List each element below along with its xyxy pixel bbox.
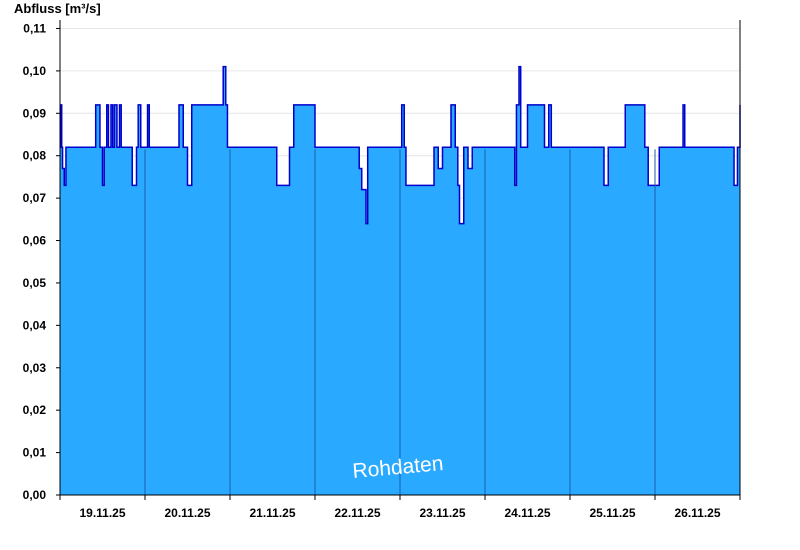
y-tick-label-4: 0,04 [23,318,47,332]
y-ticks: 0,00 0,01 0,02 0,03 0,04 0,05 0,06 0,07 0,08 0,09… [23,21,60,502]
discharge-line [60,65,741,225]
y-tick-label-7: 0,07 [23,191,47,205]
y-tick-label-0: 0,00 [23,488,47,502]
y-axis-title: Abfluss [m³/s] [14,1,101,16]
x-tick-label-1: 20.11.25 [164,506,210,520]
day-separators [144,149,656,495]
y-tick-label-9: 0,09 [23,106,47,120]
y-tick-label-10: 0,10 [23,64,47,78]
y-tick-label-1: 0,01 [23,446,47,460]
x-tick-label-0: 19.11.25 [79,506,125,520]
x-tick-label-5: 24.11.25 [504,506,550,520]
y-tick-label-5: 0,05 [23,276,47,290]
y-tick-label-2: 0,02 [23,403,47,417]
x-tick-label-2: 21.11.25 [249,506,295,520]
y-tick-label-11: 0,11 [23,21,46,35]
x-ticks: 19.11.25 20.11.25 21.11.25 22.11.25 23.11.25… [59,495,741,520]
x-tick-label-7: 26.11.25 [674,506,720,520]
x-tick-label-3: 22.11.25 [334,506,380,520]
y-tick-label-3: 0,03 [23,361,47,375]
y-tick-label-6: 0,06 [23,234,47,248]
x-tick-label-4: 23.11.25 [419,506,465,520]
y-tick-label-8: 0,08 [23,149,47,163]
x-tick-label-6: 25.11.25 [589,506,635,520]
